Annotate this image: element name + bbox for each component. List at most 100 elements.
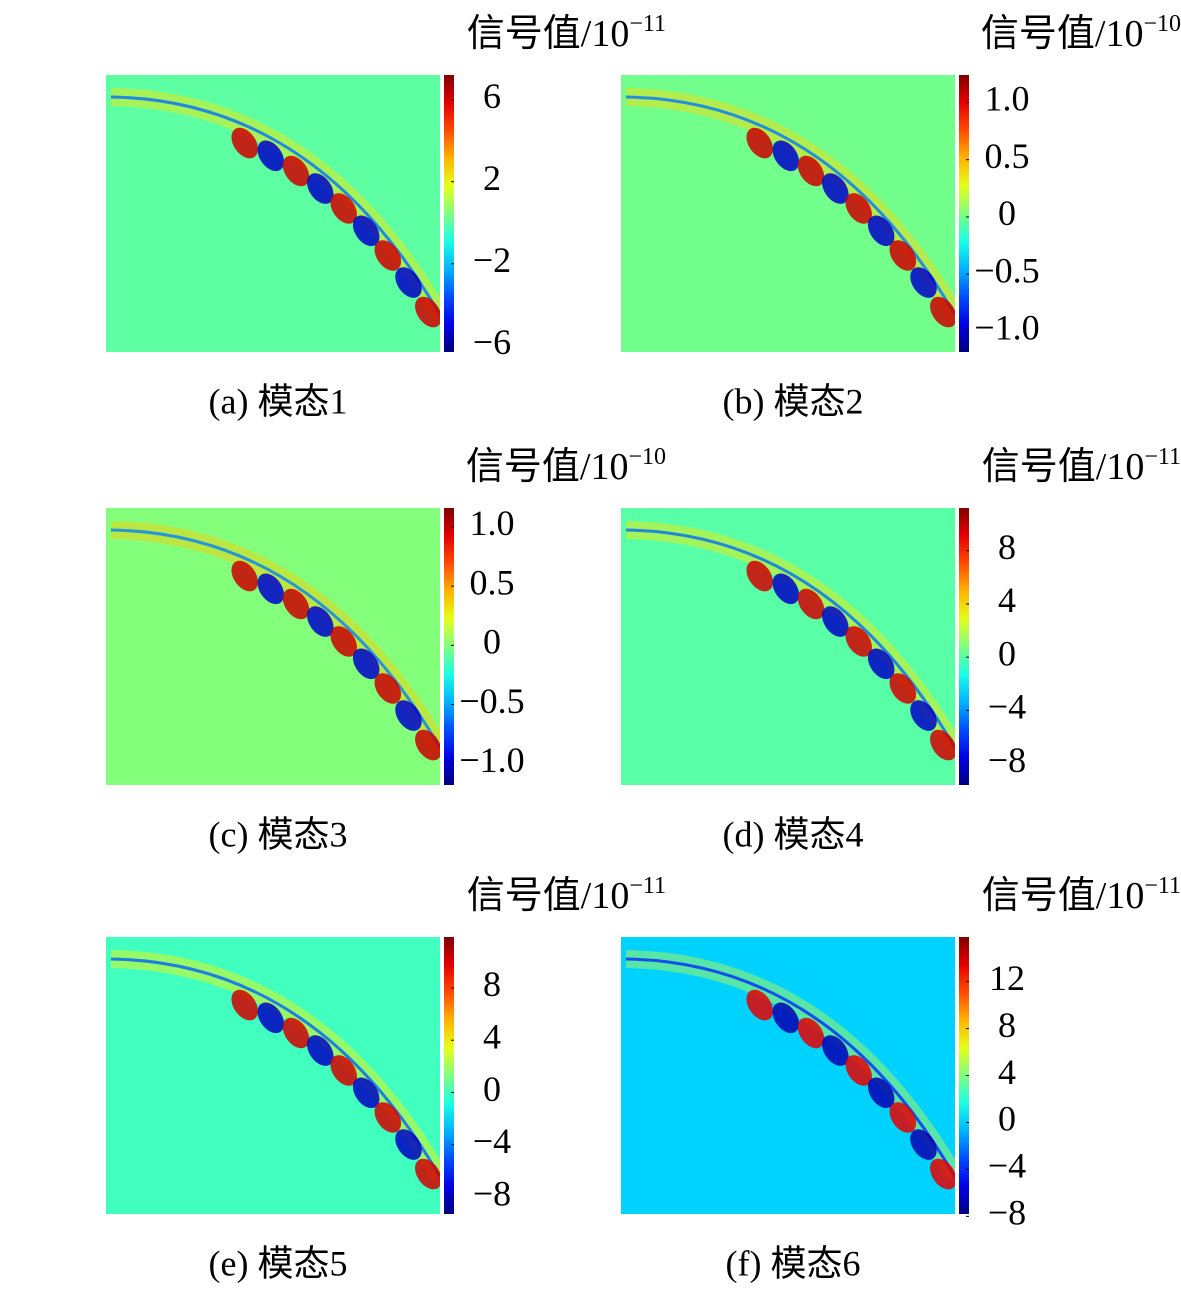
panel: 1.0 0.5 0 −0.5 −1.0 信号值/10−10 (c) 模态3 — [106, 444, 666, 854]
wave-packet — [352, 1077, 380, 1109]
colorbar-tick-label: −4 — [988, 687, 1026, 727]
wave-packet — [307, 606, 334, 637]
heatmap-background — [106, 937, 440, 1214]
caption: (d) 模态4 — [723, 814, 864, 854]
colorbar-title-exponent: −11 — [1144, 444, 1181, 470]
colorbar-tick-label: −0.5 — [459, 681, 524, 721]
wave-packet — [330, 1055, 357, 1086]
colorbar-title-exponent: −11 — [629, 11, 666, 37]
colorbar-title: 信号值/10−11 — [982, 444, 1181, 488]
wave-packet — [282, 1017, 310, 1049]
wave-front — [110, 957, 440, 1178]
wave-packet — [772, 140, 800, 172]
wave-front — [110, 528, 440, 749]
colorbar — [959, 937, 969, 1214]
colorbar-tick-label: 0 — [483, 1069, 501, 1109]
wave-packet — [257, 140, 285, 172]
heatmap-background — [106, 75, 440, 352]
heatmap-background — [621, 75, 955, 352]
panel: 6 2 −2 −6 信号值/10−11 (a) 模态1 — [106, 11, 666, 421]
wave-packet — [797, 155, 825, 187]
colorbar-title-text: 信号值/10 — [466, 446, 629, 488]
wave-packet — [889, 673, 917, 704]
wave-packet — [282, 588, 310, 620]
colorbar-tick-label: 8 — [483, 964, 501, 1004]
heatmap — [625, 88, 955, 328]
caption: (f) 模态6 — [726, 1243, 861, 1283]
wave-packet — [867, 1077, 895, 1109]
wave-packet — [910, 700, 937, 731]
colorbar-tick-label: 4 — [998, 1052, 1016, 1092]
caption: (b) 模态2 — [723, 381, 864, 421]
wave-packet — [822, 606, 849, 637]
heatmap — [110, 88, 440, 328]
wave-packet — [845, 193, 872, 224]
colorbar-title-text: 信号值/10 — [467, 875, 630, 917]
heatmap-background — [621, 508, 955, 785]
wave-packet — [746, 989, 773, 1021]
panel: 1.0 0.5 0 −0.5 −1.0 信号值/10−10 (b) 模态2 — [621, 11, 1181, 421]
colorbar-tick-label: −2 — [473, 240, 511, 280]
caption: (c) 模态3 — [209, 814, 348, 854]
colorbar-title-exponent: −10 — [1143, 11, 1181, 37]
wave-packet — [231, 989, 258, 1021]
heatmap — [110, 950, 440, 1190]
heatmap-background — [106, 508, 440, 785]
wave-packet — [910, 1129, 937, 1160]
wave-packet — [867, 648, 895, 680]
wave-packet — [330, 626, 357, 657]
wave-packet — [930, 1158, 955, 1190]
colorbar-title: 信号值/10−11 — [467, 11, 666, 55]
colorbar-title: 信号值/10−11 — [467, 873, 666, 917]
colorbar-tick-label: 12 — [989, 958, 1025, 998]
colorbar — [444, 508, 454, 785]
wave-packet — [772, 1002, 800, 1034]
colorbar-title: 信号值/10−10 — [466, 444, 666, 488]
wave-front — [625, 95, 955, 316]
wave-packet — [395, 267, 422, 298]
colorbar-tick-label: −8 — [988, 740, 1026, 780]
colorbar-tick-label: 0.5 — [470, 562, 515, 602]
wave-packet — [772, 573, 800, 605]
colorbar-title-text: 信号值/10 — [982, 875, 1145, 917]
colorbar-tick-label: 4 — [998, 580, 1016, 620]
colorbar-tick-label: −6 — [473, 322, 511, 362]
colorbar-tick-label: −1.0 — [974, 308, 1039, 348]
colorbar-title-exponent: −11 — [629, 873, 666, 899]
wave-packet — [930, 729, 955, 761]
wave-packet — [352, 215, 380, 247]
colorbar-tick-label: −4 — [473, 1121, 511, 1161]
wave-front — [625, 528, 955, 749]
colorbar-title-text: 信号值/10 — [467, 13, 630, 55]
wave-packet — [257, 1002, 285, 1034]
colorbar-tick-label: 0 — [998, 193, 1016, 233]
colorbar-tick-label: 2 — [483, 158, 501, 198]
wave-packet — [746, 560, 773, 592]
wave-packet — [930, 296, 955, 328]
wave-packet — [845, 626, 872, 657]
colorbar — [444, 937, 454, 1214]
heatmap-background — [621, 937, 955, 1214]
panel: 8 4 0 −4 −8 信号值/10−11 (d) 模态4 — [621, 444, 1181, 854]
colorbar-title-exponent: −11 — [1144, 873, 1181, 899]
wave-front — [110, 95, 440, 316]
colorbar-tick-label: 8 — [998, 1005, 1016, 1045]
wave-packet — [822, 1035, 849, 1066]
wave-packet — [797, 1017, 825, 1049]
colorbar-tick-label: 0 — [998, 633, 1016, 673]
wave-packet — [352, 648, 380, 680]
wave-packet — [307, 1035, 334, 1066]
panel: 8 4 0 −4 −8 信号值/10−11 (e) 模态5 — [106, 873, 666, 1283]
caption: (e) 模态5 — [209, 1243, 348, 1283]
colorbar-title-text: 信号值/10 — [982, 446, 1145, 488]
colorbar-title-text: 信号值/10 — [981, 13, 1144, 55]
wave-packet — [330, 193, 357, 224]
caption: (a) 模态1 — [209, 381, 348, 421]
colorbar-tick-label: −1.0 — [459, 740, 524, 780]
heatmap — [625, 950, 955, 1190]
heatmap — [110, 521, 440, 761]
colorbar — [959, 508, 969, 785]
wave-packet — [231, 127, 258, 159]
wave-packet — [282, 155, 310, 187]
